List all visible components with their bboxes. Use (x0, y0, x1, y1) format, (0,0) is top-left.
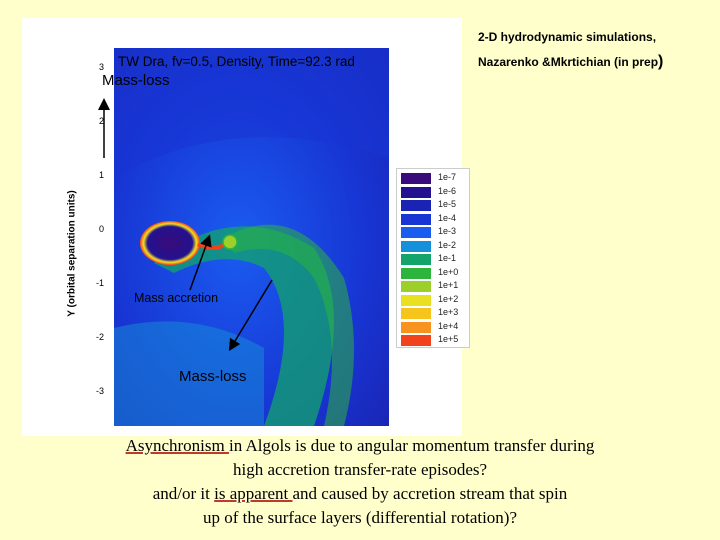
legend-swatch (401, 294, 431, 306)
annotation-arrows (98, 98, 273, 352)
legend-swatch (401, 200, 431, 211)
legend-swatch (401, 308, 431, 319)
legend-label: 1e+0 (438, 266, 459, 277)
legend-entry: 1e-2 (401, 240, 467, 253)
legend-swatch (401, 240, 431, 252)
caption-line-3-pre: and/or it (152, 484, 215, 503)
legend-label: 1e+5 (438, 334, 459, 344)
caption-line-3: and/or it is apparent and caused by accr… (0, 483, 720, 505)
mass-loss-label-top: Mass-loss (102, 72, 170, 89)
accretor-star (222, 234, 238, 250)
density-map (114, 48, 389, 426)
legend-label: 1e+4 (438, 320, 459, 331)
legend-swatch (401, 321, 431, 333)
simulation-title: TW Dra, fv=0.5, Density, Time=92.3 rad (118, 54, 355, 69)
y-tick-label: 1 (98, 170, 104, 180)
y-tick-label: -1 (95, 278, 104, 288)
legend-swatch (401, 267, 431, 279)
legend-label: 1e-5 (438, 199, 457, 209)
legend-label: 1e-1 (438, 253, 457, 263)
y-tick-label: 3 (98, 62, 104, 72)
credit-line-2: Nazarenko &Mkrtichian (in prep) (478, 53, 663, 71)
legend-entry: 1e-6 (401, 186, 467, 199)
legend-entry: 1e+2 (401, 294, 467, 307)
legend-label: 1e-2 (438, 239, 457, 250)
legend-entry: 1e-1 (401, 253, 467, 266)
legend-swatch (401, 254, 431, 265)
legend-swatch (401, 186, 431, 198)
credit-paren: ) (658, 53, 664, 70)
legend-entry: 1e+5 (401, 334, 467, 347)
legend-label: 1e-4 (438, 212, 457, 223)
y-tick-label: 2 (98, 116, 104, 126)
caption-line-4: up of the surface layers (differential r… (202, 508, 518, 527)
mass-accretion-label: Mass accretion (134, 291, 219, 305)
caption-line-3-rest: and caused by accretion stream that spin (292, 484, 568, 503)
donor-star (140, 221, 200, 265)
mass-loss-label-bottom: Mass-loss (179, 368, 247, 385)
y-tick-label: 0 (98, 224, 104, 234)
legend-entry: 1e+1 (401, 280, 467, 293)
legend-swatch (401, 173, 431, 184)
caption-underlined-asynchronism: Asynchronism (125, 436, 229, 455)
credit-line-1: 2-D hydrodynamic simulations, (478, 30, 657, 44)
arrow-mass-loss-down (228, 279, 273, 352)
density-legend: 1e-7 1e-6 1e-5 1e-4 1e-3 1e-2 1e-1 1e+0 1e+1 1e+2… (396, 168, 470, 348)
legend-entry: 1e+4 (401, 321, 467, 334)
legend-entry: 1e-4 (401, 213, 467, 226)
legend-swatch (401, 227, 431, 238)
legend-swatch (401, 213, 431, 225)
legend-entry: 1e-5 (401, 199, 467, 212)
legend-label: 1e-7 (438, 172, 457, 182)
legend-entry: 1e+3 (401, 307, 467, 320)
legend-label: 1e+3 (438, 307, 459, 317)
legend-label: 1e-6 (438, 185, 457, 196)
legend-swatch (401, 335, 431, 346)
legend-entry: 1e-3 (401, 226, 467, 239)
caption-line-2: high accretion transfer-rate episodes? (232, 460, 488, 479)
legend-label: 1e-3 (438, 226, 457, 236)
simulation-figure: TW Dra, fv=0.5, Density, Time=92.3 rad 3… (22, 18, 470, 436)
credit-authors: Nazarenko &Mkrtichian (in prep (478, 55, 659, 69)
legend-entry: 1e+0 (401, 267, 467, 280)
legend-entry: 1e-7 (401, 172, 467, 185)
legend-label: 1e+2 (438, 293, 459, 304)
legend-label: 1e+1 (438, 280, 459, 290)
legend-swatch (401, 281, 431, 292)
caption-line-1-rest: in Algols is due to angular momentum tra… (228, 436, 595, 455)
y-tick-label: -3 (95, 386, 104, 396)
arrow-mass-accretion (189, 234, 212, 291)
caption-underlined-apparent: is apparent (214, 484, 293, 503)
caption-line-1: Asynchronism in Algols is due to angular… (0, 435, 720, 457)
y-tick-label: -2 (95, 332, 104, 342)
